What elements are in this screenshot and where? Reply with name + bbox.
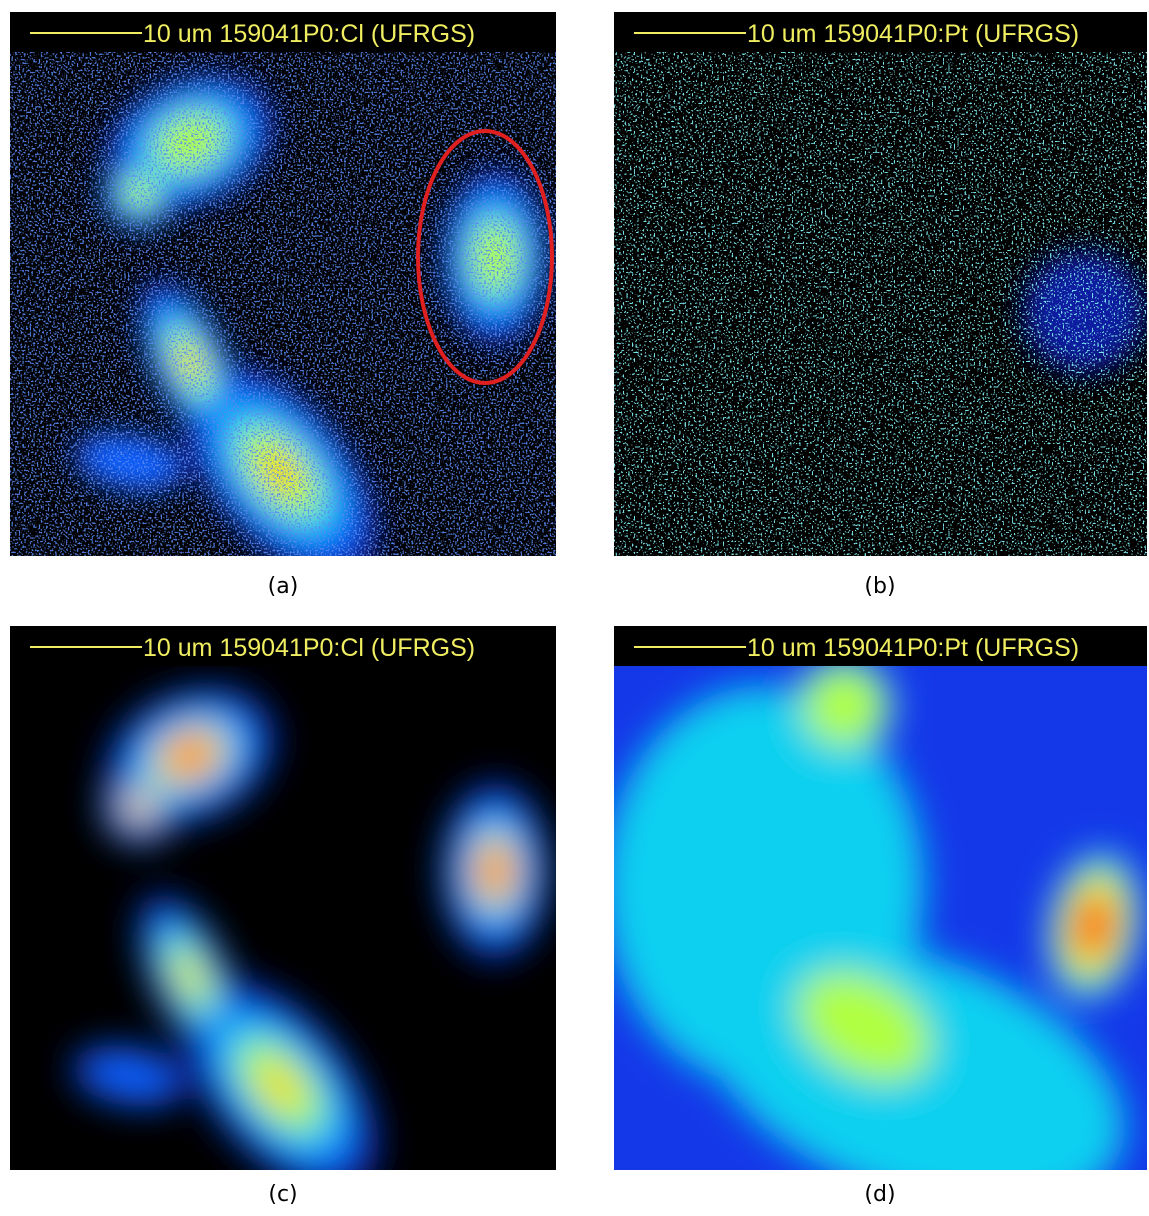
noise — [10, 52, 556, 556]
header-text: 10 um 159041P0:Pt (UFRGS) — [747, 20, 1079, 48]
panel-b: 10 um 159041P0:Pt (UFRGS) — [614, 12, 1147, 556]
intensity-blob — [804, 666, 884, 746]
header-text: 10 um 159041P0:Pt (UFRGS) — [747, 634, 1079, 662]
header-text: 10 um 159041P0:Cl (UFRGS) — [143, 634, 475, 662]
caption: (a) — [267, 574, 299, 599]
highlight-ellipse — [416, 129, 554, 385]
intensity-blob — [172, 741, 208, 771]
intensity-blob — [82, 1050, 178, 1102]
panel-d: 10 um 159041P0:Pt (UFRGS) — [614, 626, 1147, 1170]
intensity-map — [70, 685, 550, 1170]
panel-a: 10 um 159041P0:Cl (UFRGS) — [10, 12, 556, 556]
intensity-blob — [797, 971, 931, 1081]
intensity-blob — [132, 798, 148, 814]
intensity-blob — [260, 1064, 300, 1108]
intensity-blob — [1075, 896, 1113, 956]
header-text: 10 um 159041P0:Cl (UFRGS) — [143, 20, 475, 48]
intensity-blob — [484, 853, 506, 889]
intensity-blob — [179, 959, 201, 993]
caption: (d) — [864, 1182, 896, 1207]
noise — [614, 52, 1147, 556]
intensity-map — [614, 656, 1141, 1170]
caption: (c) — [268, 1182, 298, 1207]
panel-c: 10 um 159041P0:Cl (UFRGS) — [10, 626, 556, 1170]
caption: (b) — [864, 574, 896, 599]
